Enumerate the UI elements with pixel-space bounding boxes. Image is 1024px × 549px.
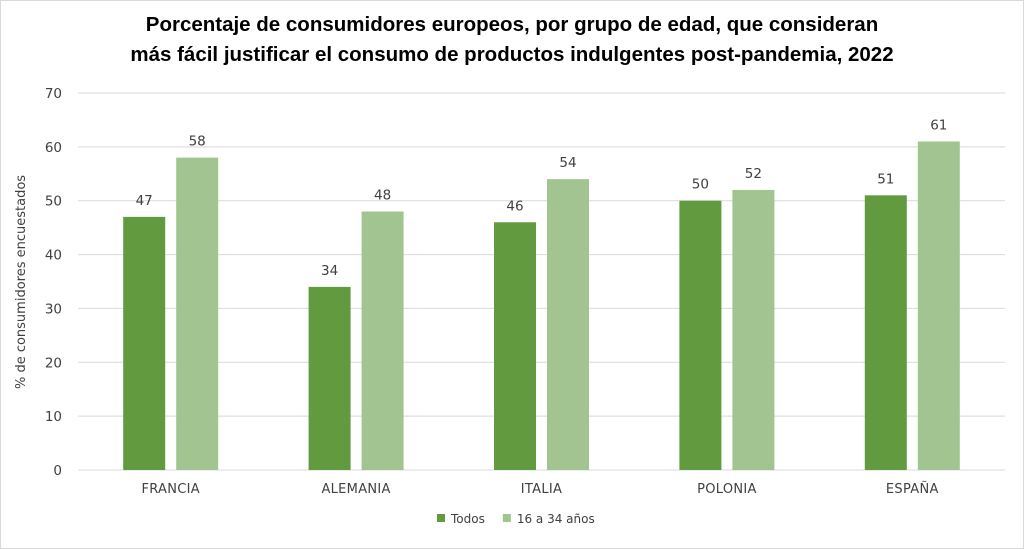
chart-title-line-2: más fácil justificar el consumo de produ… [130,43,894,66]
y-axis-ticks: 0 10 20 30 40 50 60 70 [45,86,62,479]
bar-alemania-series-1 [361,211,404,470]
category-españa: ESPAÑA [886,481,939,497]
bar-polonia-series-0 [679,200,722,470]
bar-francia-series-1 [176,157,219,470]
gridlines [78,92,1005,471]
legend-swatch-0 [437,514,445,522]
bars [123,141,960,471]
bar-italia-series-0 [494,222,536,470]
bar-alemania-series-0 [308,286,351,470]
y-tick-30: 30 [45,301,62,317]
legend-label-1: 16 a 34 años [517,512,595,526]
category-francia: FRANCIA [141,482,200,497]
y-tick-20: 20 [45,355,62,371]
data-label-francia-series-1: 58 [189,134,206,150]
data-label-españa-series-1: 61 [930,117,947,133]
chart-title: Porcentaje de consumidores europeos, por… [0,10,1024,70]
bar-españa-series-1 [917,141,960,470]
y-tick-50: 50 [45,194,62,210]
y-tick-10: 10 [45,409,62,425]
legend: Todos 16 a 34 años [437,512,595,526]
data-label-polonia-series-0: 50 [692,177,709,193]
data-label-polonia-series-1: 52 [745,166,762,182]
bar-italia-series-1 [547,179,589,470]
bar-francia-series-0 [123,216,166,470]
category-alemania: ALEMANIA [321,482,390,497]
x-axis-categories: FRANCIA ALEMANIA ITALIA POLONIA ESPAÑA [141,481,938,497]
data-label-italia-series-0: 46 [506,198,523,214]
data-label-italia-series-1: 54 [559,155,576,171]
y-tick-40: 40 [45,248,62,264]
data-label-francia-series-0: 47 [136,193,153,209]
legend-label-0: Todos [450,512,485,526]
y-tick-0: 0 [53,463,62,479]
y-tick-60: 60 [45,140,62,156]
bar-españa-series-0 [864,195,907,471]
y-tick-70: 70 [45,86,62,102]
data-labels: 47 58 34 48 46 54 50 52 51 61 [136,117,948,278]
legend-swatch-1 [502,514,511,522]
y-axis-label: % de consumidores encuestados [14,175,29,389]
category-polonia: POLONIA [697,482,757,497]
data-label-alemania-series-0: 34 [321,263,338,279]
category-italia: ITALIA [521,482,562,497]
data-label-españa-series-0: 51 [877,171,894,187]
bar-polonia-series-1 [732,189,775,470]
data-label-alemania-series-1: 48 [374,187,391,203]
chart-title-line-1: Porcentaje de consumidores europeos, por… [145,13,879,36]
